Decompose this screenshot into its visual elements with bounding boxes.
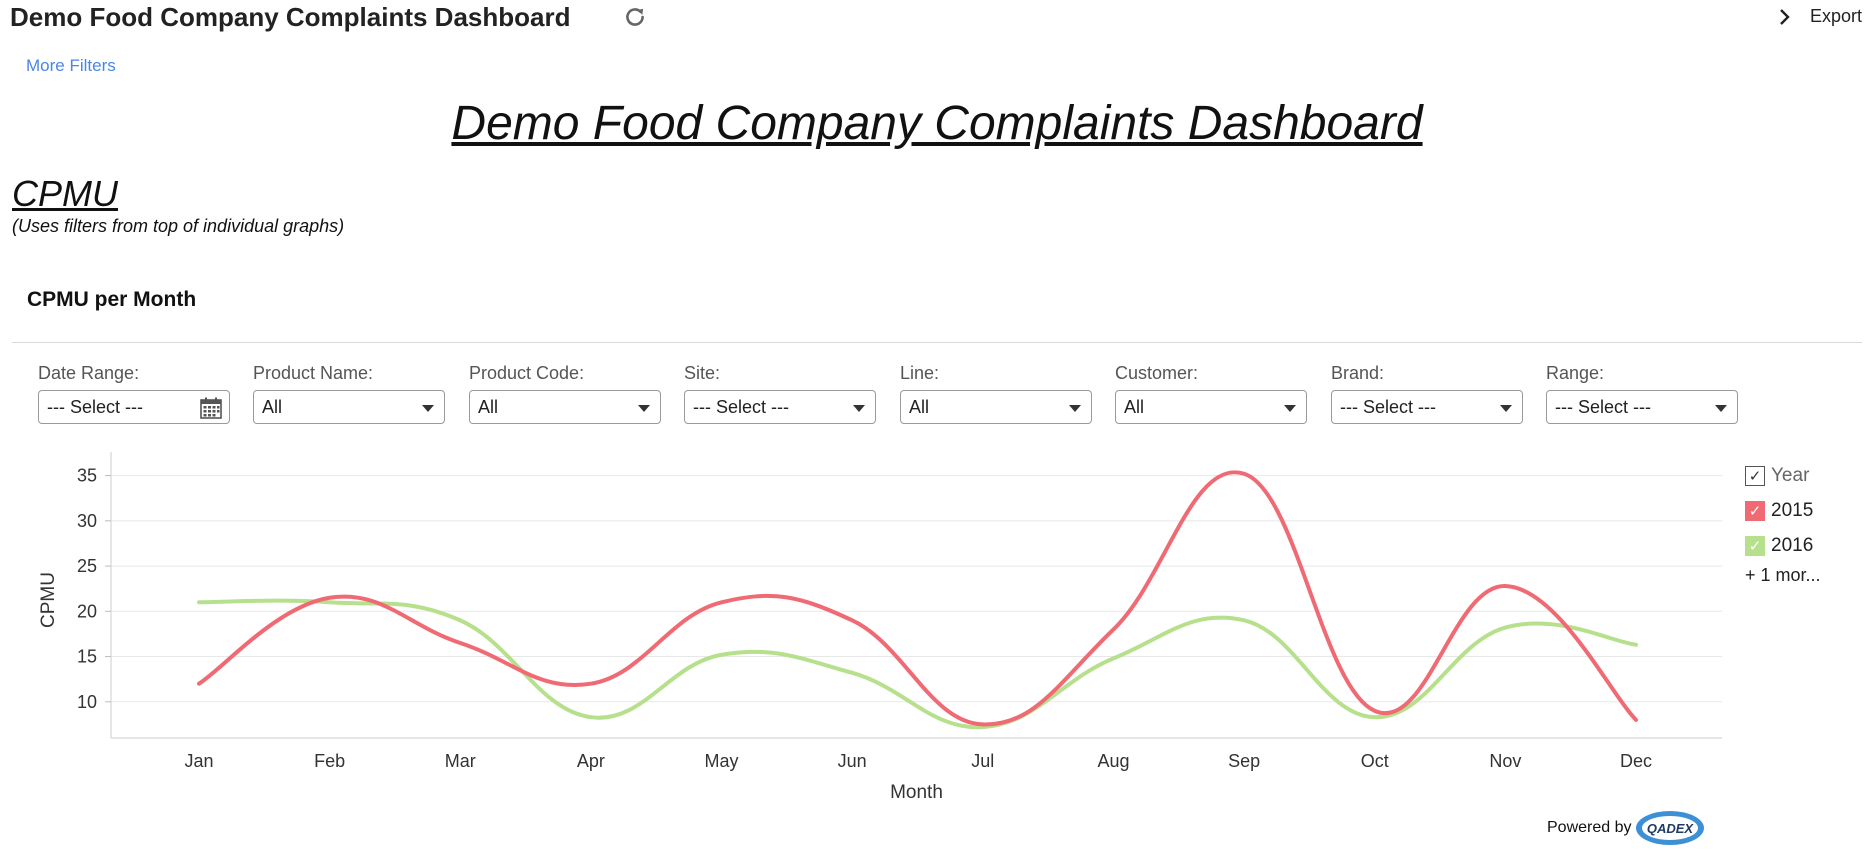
caret-down-icon bbox=[1069, 405, 1081, 412]
x-axis-title: Month bbox=[890, 782, 943, 803]
legend-year-toggle[interactable]: ✓ Year bbox=[1745, 458, 1821, 493]
range-select[interactable]: --- Select --- bbox=[1546, 390, 1738, 424]
filter-brand: Brand: --- Select --- bbox=[1331, 363, 1523, 424]
x-tick-label: Apr bbox=[577, 751, 605, 771]
checkbox-checked-icon: ✓ bbox=[1745, 500, 1765, 521]
y-tick-label: 20 bbox=[77, 601, 97, 621]
legend-label: 2016 bbox=[1771, 534, 1814, 556]
chart-legend: ✓ Year ✓ 2015 ✓ 2016 + 1 mor... bbox=[1745, 458, 1821, 586]
filter-value: --- Select --- bbox=[1555, 396, 1651, 417]
legend-item-2016[interactable]: ✓ 2016 bbox=[1745, 528, 1821, 563]
series-line-2015 bbox=[197, 470, 1638, 727]
calendar-icon[interactable] bbox=[199, 396, 223, 420]
y-tick-label: 10 bbox=[77, 692, 97, 712]
chevron-right-icon bbox=[1780, 8, 1790, 25]
widget-title: CPMU per Month bbox=[27, 288, 197, 311]
section-note: (Uses filters from top of individual gra… bbox=[12, 216, 345, 236]
y-tick-label: 15 bbox=[77, 647, 97, 667]
line-select[interactable]: All bbox=[900, 390, 1092, 424]
caret-down-icon bbox=[638, 405, 650, 412]
legend-item-2015[interactable]: ✓ 2015 bbox=[1745, 493, 1821, 528]
powered-by: Powered by QADEX bbox=[1547, 808, 1708, 848]
export-label: Export bbox=[1809, 6, 1862, 26]
filter-line: Line: All bbox=[900, 363, 1092, 424]
x-tick-label: Sep bbox=[1228, 751, 1260, 771]
x-tick-label: Aug bbox=[1097, 751, 1129, 771]
x-tick-label: Jan bbox=[184, 751, 213, 771]
y-axis-title: CPMU bbox=[38, 572, 59, 628]
x-tick-label: May bbox=[705, 751, 739, 771]
brand-select[interactable]: --- Select --- bbox=[1331, 390, 1523, 424]
refresh-icon[interactable] bbox=[622, 4, 648, 30]
product-code-select[interactable]: All bbox=[469, 390, 661, 424]
filter-value: All bbox=[478, 396, 499, 417]
series-line-2016 bbox=[197, 598, 1638, 730]
customer-select[interactable]: All bbox=[1115, 390, 1307, 424]
filter-label: Line: bbox=[900, 363, 940, 383]
legend-label: 2015 bbox=[1771, 499, 1814, 521]
checkbox-icon: ✓ bbox=[1745, 465, 1765, 486]
caret-down-icon bbox=[1284, 405, 1296, 412]
filter-value: All bbox=[262, 396, 283, 417]
x-tick-label: Dec bbox=[1620, 751, 1652, 771]
y-tick-label: 35 bbox=[77, 466, 97, 486]
legend-header: Year bbox=[1771, 464, 1810, 486]
caret-down-icon bbox=[853, 405, 865, 412]
filter-value: All bbox=[1124, 396, 1145, 417]
legend-more-link[interactable]: + 1 mor... bbox=[1745, 565, 1821, 585]
filter-customer: Customer: All bbox=[1115, 363, 1307, 424]
y-tick-label: 30 bbox=[77, 511, 97, 531]
filter-label: Brand: bbox=[1331, 363, 1385, 383]
filter-value: --- Select --- bbox=[1340, 396, 1436, 417]
x-tick-label: Jun bbox=[838, 751, 867, 771]
dashboard-title: Demo Food Company Complaints Dashboard bbox=[451, 97, 1423, 150]
x-tick-label: Oct bbox=[1361, 751, 1389, 771]
site-select[interactable]: --- Select --- bbox=[684, 390, 876, 424]
powered-by-label: Powered by bbox=[1547, 819, 1632, 836]
divider bbox=[12, 342, 1862, 343]
x-tick-label: Nov bbox=[1489, 751, 1521, 771]
x-tick-label: Feb bbox=[314, 751, 345, 771]
y-tick-label: 25 bbox=[77, 556, 97, 576]
filter-value: --- Select --- bbox=[47, 396, 143, 417]
filter-value: All bbox=[909, 396, 930, 417]
filter-label: Site: bbox=[684, 363, 721, 383]
more-filters-link[interactable]: More Filters bbox=[26, 56, 116, 75]
filter-value: --- Select --- bbox=[693, 396, 789, 417]
export-button[interactable]: Export bbox=[1778, 6, 1862, 27]
product-name-select[interactable]: All bbox=[253, 390, 445, 424]
filter-label: Range: bbox=[1546, 363, 1605, 383]
x-tick-label: Jul bbox=[971, 751, 994, 771]
filter-product-name: Product Name: All bbox=[253, 363, 445, 424]
filter-date-range: Date Range: --- Select --- bbox=[38, 363, 230, 424]
filter-label: Date Range: bbox=[38, 363, 140, 383]
caret-down-icon bbox=[422, 405, 434, 412]
filter-label: Product Code: bbox=[469, 363, 585, 383]
date-range-input[interactable]: --- Select --- bbox=[38, 390, 230, 424]
filter-product-code: Product Code: All bbox=[469, 363, 661, 424]
app-title: Demo Food Company Complaints Dashboard bbox=[10, 2, 571, 32]
caret-down-icon bbox=[1715, 405, 1727, 412]
filter-label: Customer: bbox=[1115, 363, 1199, 383]
filter-label: Product Name: bbox=[253, 363, 374, 383]
checkbox-checked-icon: ✓ bbox=[1745, 535, 1765, 556]
qadex-logo: QADEX bbox=[1635, 811, 1704, 845]
filter-range: Range: --- Select --- bbox=[1546, 363, 1738, 424]
cpmu-line-chart: 10 15 20 25 30 35 Jan Feb Mar Apr May Jun Jul Aug Sep O… bbox=[38, 452, 1722, 803]
filter-site: Site: --- Select --- bbox=[684, 363, 876, 424]
caret-down-icon bbox=[1500, 405, 1512, 412]
svg-text:QADEX: QADEX bbox=[1646, 821, 1694, 836]
section-heading: CPMU bbox=[12, 173, 118, 214]
x-tick-label: Mar bbox=[445, 751, 476, 771]
